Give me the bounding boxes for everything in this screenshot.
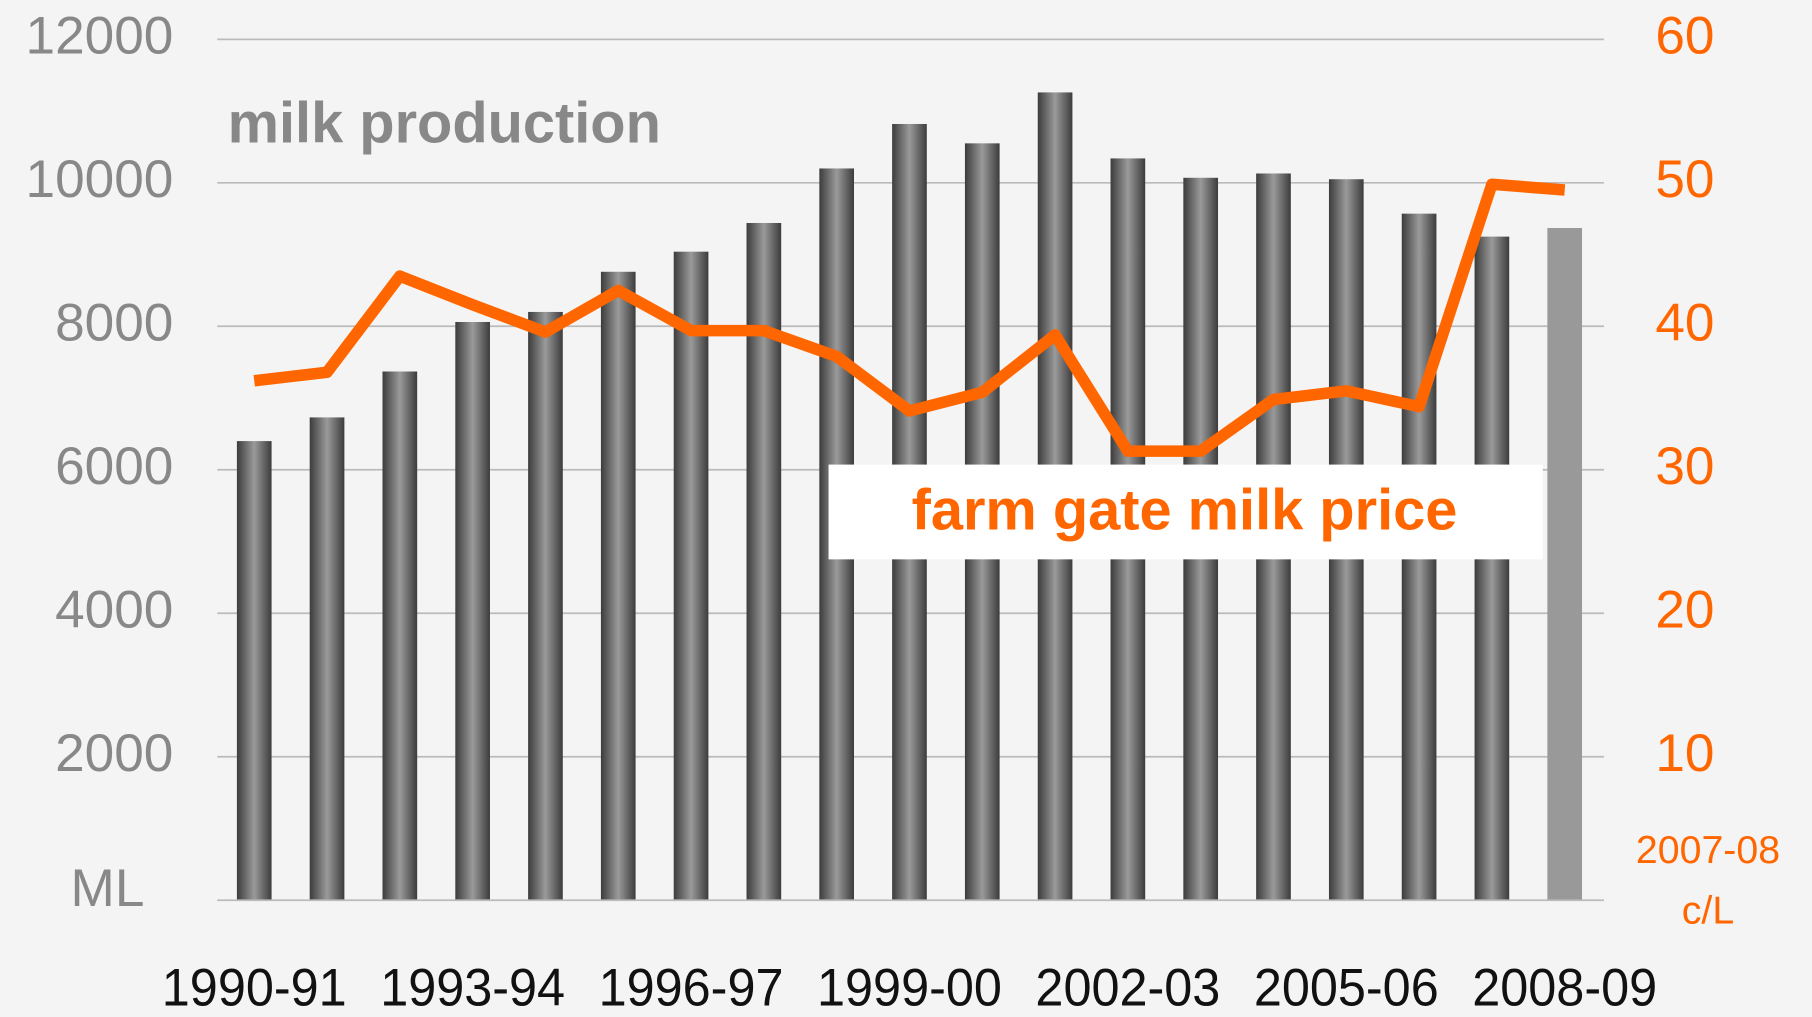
x-tick-label: 1996-97 xyxy=(599,959,784,1017)
bar xyxy=(309,417,345,901)
x-tick-label: 2002-03 xyxy=(1035,959,1220,1017)
y2-tick-label: 30 xyxy=(1655,437,1714,496)
bar xyxy=(236,441,272,901)
bar xyxy=(600,271,636,901)
x-tick-label: 1999-00 xyxy=(817,959,1002,1017)
y-tick-label: 12000 xyxy=(26,6,174,65)
x-tick-label: 1990-91 xyxy=(162,959,347,1017)
y-tick-label: 6000 xyxy=(55,437,173,496)
x-tick-label: 1993-94 xyxy=(380,959,565,1017)
y2-tick-label: 20 xyxy=(1655,580,1714,639)
label-box xyxy=(828,464,1543,560)
x-tick-label: 2008-09 xyxy=(1472,959,1657,1017)
bars xyxy=(236,92,1583,901)
y-tick-label: 8000 xyxy=(55,293,173,352)
line-layer xyxy=(253,178,1566,457)
series-label: farm gate milk price xyxy=(912,479,1458,543)
bar xyxy=(528,311,563,901)
bar xyxy=(746,222,782,901)
y2-tick-label: 60 xyxy=(1655,6,1714,65)
y2-tick-label: 10 xyxy=(1655,724,1714,783)
y2-axis-label: c/L xyxy=(1682,888,1734,932)
bar xyxy=(382,371,418,901)
y2-tick-label: 50 xyxy=(1655,150,1714,209)
y-tick-label: 2000 xyxy=(55,724,173,783)
y-tick-label: 4000 xyxy=(55,580,173,639)
bar xyxy=(673,251,709,901)
line xyxy=(253,178,1566,457)
bar xyxy=(1474,236,1510,901)
bar xyxy=(1547,228,1583,901)
y-axis-label: ML xyxy=(71,859,145,918)
y2-axis-label: 2007-08 xyxy=(1636,828,1780,872)
y-tick-label: 10000 xyxy=(26,150,174,209)
x-tick-label: 2005-06 xyxy=(1254,959,1439,1017)
bar xyxy=(455,321,490,901)
series-label: milk production xyxy=(228,91,661,155)
y2-tick-label: 40 xyxy=(1655,293,1714,352)
